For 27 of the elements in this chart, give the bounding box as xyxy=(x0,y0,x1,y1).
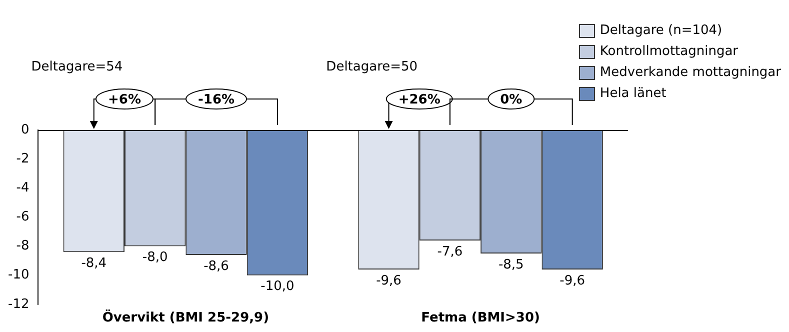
data-label: -9,6 xyxy=(376,273,402,288)
data-label: -8,5 xyxy=(498,257,524,272)
text: +6% xyxy=(108,92,141,108)
data-label: -9,6 xyxy=(560,273,586,288)
data-label: -10,0 xyxy=(260,279,294,294)
data-label: -7,6 xyxy=(437,244,463,260)
x-tick-label: Fetma (BMI>30) xyxy=(421,310,540,326)
data-label: -8,4 xyxy=(81,256,107,271)
legend-label: Kontrollmottagningar xyxy=(600,44,738,59)
legend-label: Medverkande mottagningar xyxy=(600,65,781,80)
text: Deltagare=50 xyxy=(326,59,418,74)
text: Deltagare=54 xyxy=(31,59,123,74)
text: -16% xyxy=(198,92,235,108)
data-label: -8,6 xyxy=(204,258,229,274)
y-tick-label: -6 xyxy=(16,210,30,225)
y-tick-label: 0 xyxy=(20,122,30,138)
y-tick-label: -10 xyxy=(8,268,30,283)
x-tick-label: Övervikt (BMI 25-29,9) xyxy=(102,308,270,326)
y-tick-label: -2 xyxy=(16,151,30,166)
data-label: -8,0 xyxy=(142,250,168,266)
y-tick-label: -12 xyxy=(8,296,30,312)
legend-label: Deltagare (n=104) xyxy=(600,23,722,38)
y-tick-label: -8 xyxy=(16,238,30,254)
text: +26% xyxy=(398,92,440,108)
y-tick-label: -4 xyxy=(16,180,30,196)
text: 0% xyxy=(500,92,522,108)
legend-label: Hela länet xyxy=(600,86,666,101)
